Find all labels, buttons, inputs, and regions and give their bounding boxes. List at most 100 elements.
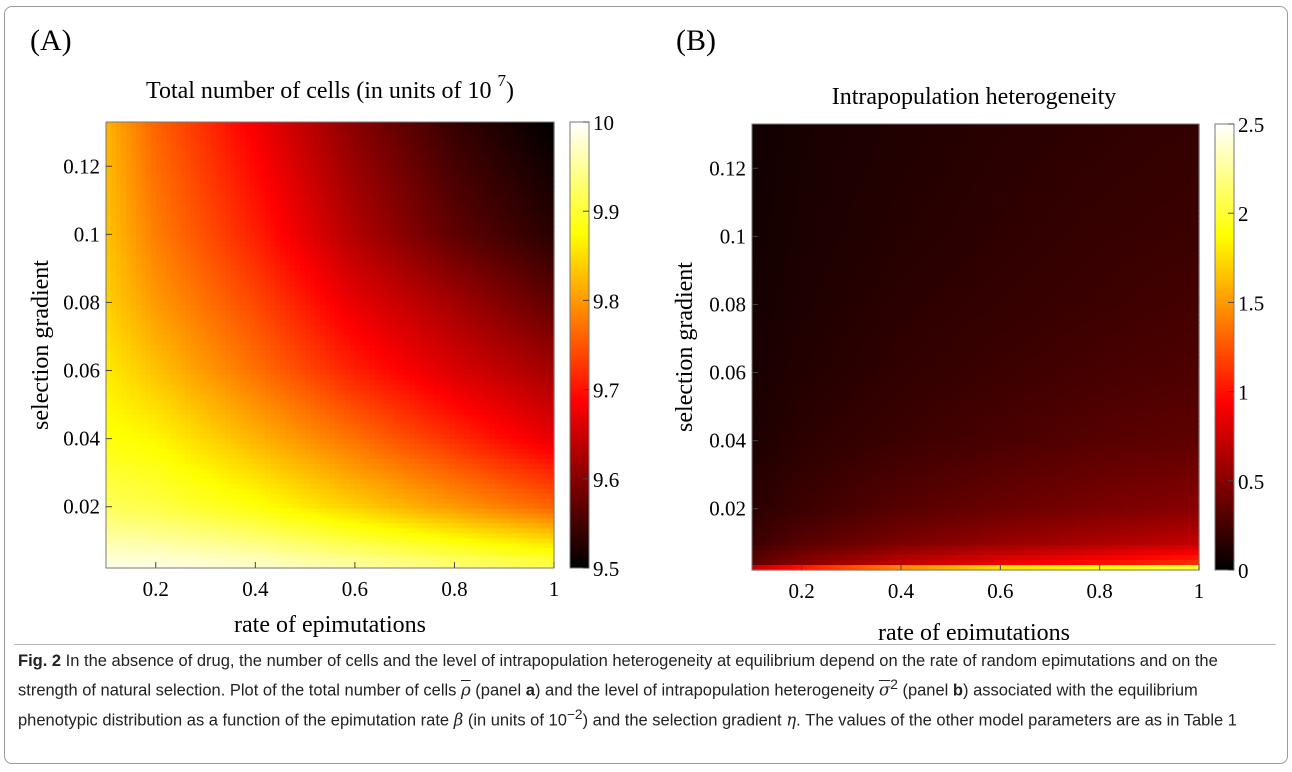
heatmap-cell (250, 211, 256, 217)
heatmap-cell (544, 151, 550, 158)
heatmap-cell (464, 122, 470, 128)
heatmap-cell (479, 335, 485, 341)
heatmap-cell (170, 250, 177, 257)
heatmap-cell (344, 250, 351, 257)
heatmap-cell (135, 265, 142, 272)
heatmap-cell (325, 260, 331, 267)
heatmap-cell (315, 305, 321, 311)
heatmap-cell (474, 216, 480, 222)
heatmap-cell (145, 235, 152, 242)
heatmap-cell (529, 171, 535, 178)
heatmap-cell (374, 122, 381, 128)
heatmap-cell (464, 196, 470, 202)
heatmap-cell (185, 384, 192, 391)
heatmap-cell (185, 156, 192, 163)
heatmap-cell (140, 290, 147, 297)
heatmap-cell (285, 226, 291, 232)
heatmap-cell (449, 156, 456, 163)
heatmap-cell (265, 151, 271, 158)
heatmap-cell (479, 315, 485, 321)
heatmap-cell (454, 359, 461, 366)
heatmap-cell (295, 196, 301, 202)
heatmap-cell (334, 335, 341, 341)
heatmap-cell (384, 325, 391, 331)
heatmap-cell (155, 131, 162, 138)
heatmap-cell (529, 335, 535, 341)
heatmap-cell (190, 196, 197, 202)
heatmap-cell (534, 226, 540, 232)
heatmap-cell (275, 285, 281, 292)
heatmap-cell (195, 131, 202, 138)
heatmap-cell (509, 389, 515, 396)
heatmap-cell (310, 305, 316, 311)
heatmap-cell (210, 131, 217, 138)
heatmap-cell (349, 161, 356, 168)
heatmap-cell (504, 136, 510, 143)
heatmap-cell (110, 384, 117, 391)
heatmap-cell (454, 171, 461, 178)
heatmap-cell (320, 240, 326, 247)
heatmap-cell (549, 171, 555, 178)
heatmap-cell (474, 325, 480, 331)
heatmap-cell (414, 265, 421, 272)
heatmap-cell (285, 250, 291, 257)
heatmap-cell (464, 131, 470, 138)
heatmap-cell (270, 260, 276, 267)
heatmap-cell (235, 161, 241, 168)
heatmap-cell (240, 349, 246, 356)
heatmap-cell (230, 374, 237, 381)
heatmap-cell (429, 374, 436, 381)
heatmap-cell (429, 340, 436, 346)
heatmap-cell (544, 265, 550, 272)
heatmap-cell (250, 265, 256, 272)
heatmap-cell (369, 131, 376, 138)
heatmap-cell (280, 221, 286, 227)
heatmap-cell (334, 221, 341, 227)
heatmap-cell (474, 364, 480, 371)
heatmap-cell (175, 280, 182, 287)
heatmap-cell (484, 122, 490, 128)
heatmap-cell (190, 240, 197, 247)
heatmap-cell (235, 201, 241, 207)
heatmap-cell (106, 126, 112, 133)
heatmap-cell (549, 196, 555, 202)
heatmap-cell (190, 260, 197, 267)
heatmap-cell (270, 394, 276, 401)
heatmap-cell (185, 211, 192, 217)
heatmap-cell (469, 181, 475, 188)
heatmap-cell (330, 255, 336, 262)
heatmap-cell (369, 151, 376, 158)
heatmap-cell (529, 379, 535, 386)
heatmap-cell (419, 181, 426, 188)
heatmap-cell (519, 384, 525, 391)
heatmap-cell (529, 374, 535, 381)
heatmap-cell (484, 275, 490, 282)
heatmap-cell (260, 151, 266, 158)
heatmap-cell (110, 226, 117, 232)
heatmap-cell (140, 384, 147, 391)
heatmap-cell (454, 231, 461, 237)
heatmap-cell (359, 126, 366, 133)
heatmap-cell (509, 364, 515, 371)
heatmap-cell (444, 186, 451, 192)
heatmap-cell (434, 305, 441, 311)
heatmap-cell (190, 156, 197, 163)
heatmap-cell (534, 280, 540, 287)
heatmap-cell (479, 384, 485, 391)
heatmap-cell (225, 235, 232, 242)
heatmap-cell (474, 315, 480, 321)
heatmap-cell (494, 250, 500, 257)
heatmap-cell (200, 146, 207, 153)
heatmap-cell (334, 285, 341, 292)
heatmap-cell (409, 389, 416, 396)
heatmap-cell (270, 255, 276, 262)
heatmap-cell (399, 335, 406, 341)
heatmap-cell (160, 345, 167, 351)
heatmap-cell (424, 245, 431, 252)
heatmap-cell (334, 305, 341, 311)
heatmap-cell (235, 221, 241, 227)
heatmap-cell (434, 136, 441, 143)
heatmap-cell (464, 285, 470, 292)
heatmap-cell (240, 280, 246, 287)
heatmap-cell (544, 126, 550, 133)
